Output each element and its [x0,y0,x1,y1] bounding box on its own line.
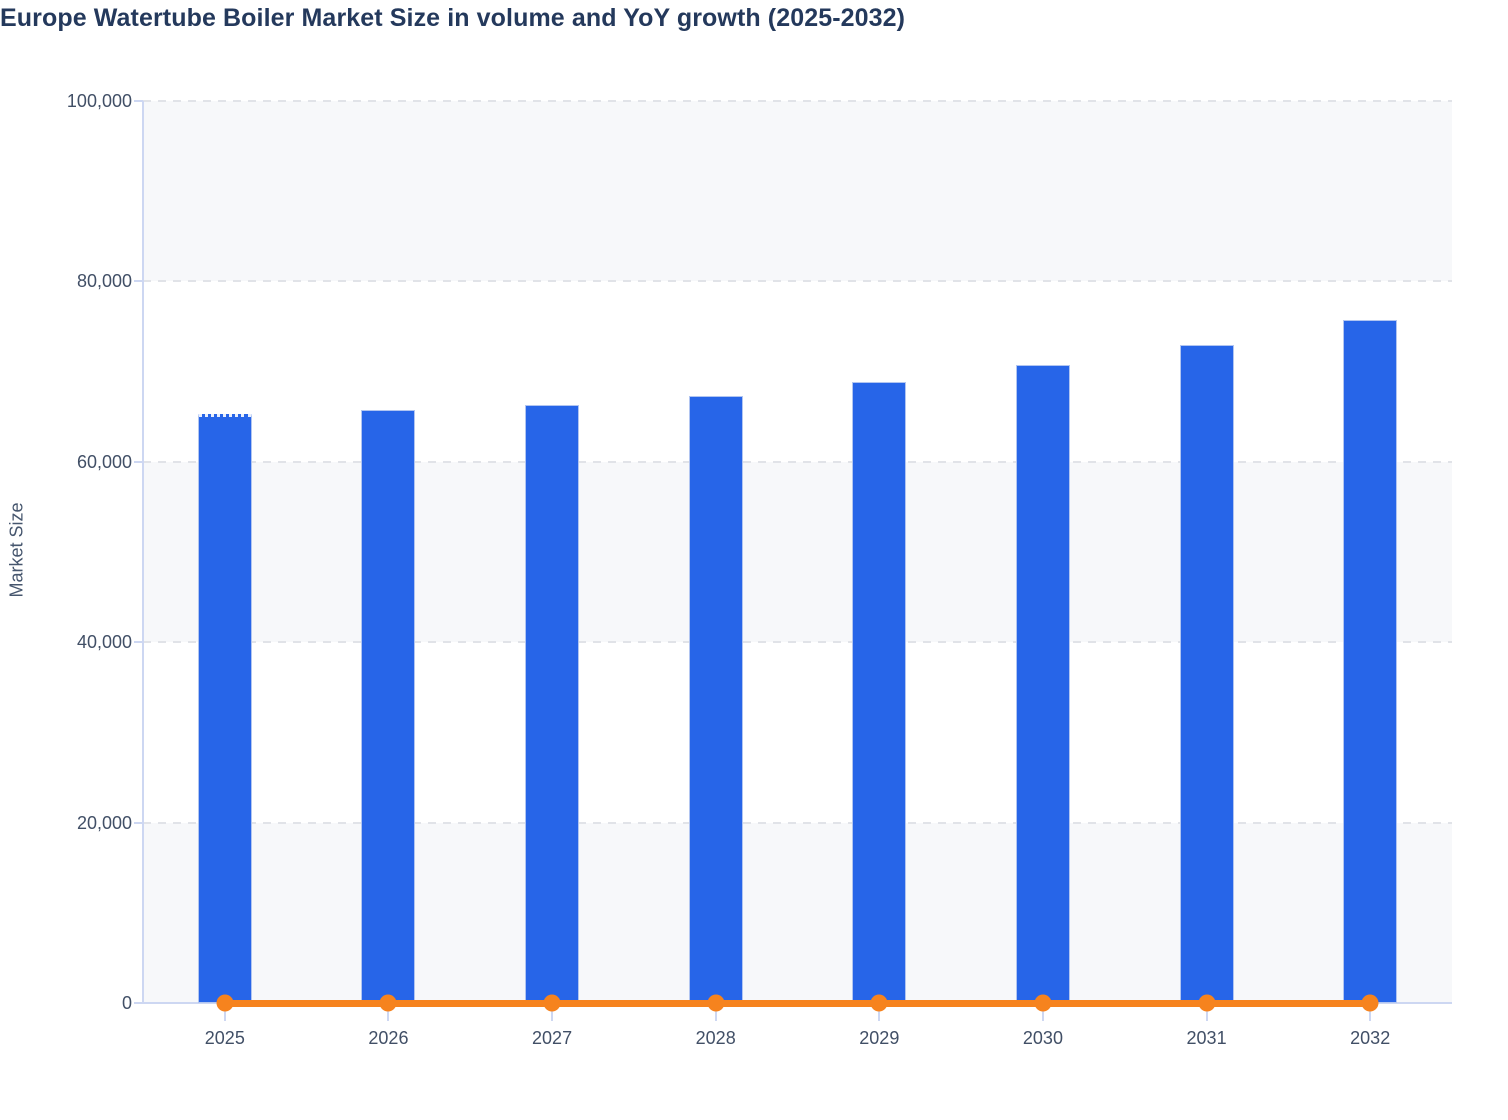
bar-2025[interactable] [197,413,252,1003]
x-tick-mark [1041,1011,1044,1021]
x-tick-mark [878,1011,881,1021]
x-tick-mark [223,1011,226,1021]
yoy-marker-2031[interactable] [1198,994,1216,1012]
chart-title: Europe Watertube Boiler Market Size in v… [0,4,906,32]
gridline [143,100,1452,102]
x-tick-label: 2029 [859,1028,900,1048]
bar-2028[interactable] [688,395,743,1003]
y-axis-title: Market Size [6,502,27,598]
gridline [143,460,1452,463]
y-tick-label: 0 [121,993,132,1013]
y-tick-mark [134,641,143,644]
x-tick-mark [714,1011,717,1021]
yoy-marker-2027[interactable] [543,994,561,1012]
plot-band [143,822,1452,1003]
bar-2029[interactable] [852,382,907,1003]
y-tick-mark [134,1002,143,1004]
y-tick-mark [134,460,143,463]
x-tick-label: 2031 [1186,1028,1227,1048]
gridline [143,821,1452,824]
yoy-marker-2030[interactable] [1034,994,1052,1012]
x-tick-label: 2030 [1022,1028,1063,1048]
y-tick-label: 20,000 [76,812,132,833]
yoy-growth-line [224,999,1371,1007]
bar-2030[interactable] [1015,365,1070,1003]
bar-2031[interactable] [1179,344,1234,1003]
plot-band [143,461,1452,643]
y-tick-mark [134,100,143,102]
y-tick-label: 100,000 [66,91,132,111]
x-tick-mark [1205,1011,1208,1021]
x-tick-label: 2032 [1350,1028,1391,1048]
gridline [143,641,1452,644]
yoy-marker-2032[interactable] [1361,994,1379,1012]
x-tick-mark [551,1011,554,1021]
y-tick-mark [134,280,143,283]
y-axis-line [142,101,144,1003]
plot-band [143,101,1452,282]
x-tick-label: 2026 [368,1028,409,1048]
yoy-marker-2028[interactable] [707,994,725,1012]
yoy-marker-2026[interactable] [379,994,397,1012]
bar-2027[interactable] [525,404,580,1003]
x-tick-label: 2027 [532,1028,573,1048]
bar-2032[interactable] [1343,320,1398,1003]
x-tick-mark [387,1011,390,1021]
bar-2026[interactable] [361,410,416,1003]
gridline [143,280,1452,283]
x-tick-mark [1369,1011,1372,1021]
y-tick-label: 40,000 [76,632,132,653]
yoy-marker-2029[interactable] [870,994,888,1012]
y-tick-mark [134,821,143,824]
x-tick-label: 2025 [204,1028,245,1048]
x-tick-label: 2028 [695,1028,736,1048]
y-tick-label: 80,000 [76,271,132,292]
yoy-marker-2025[interactable] [216,994,234,1012]
y-tick-label: 60,000 [76,451,132,472]
